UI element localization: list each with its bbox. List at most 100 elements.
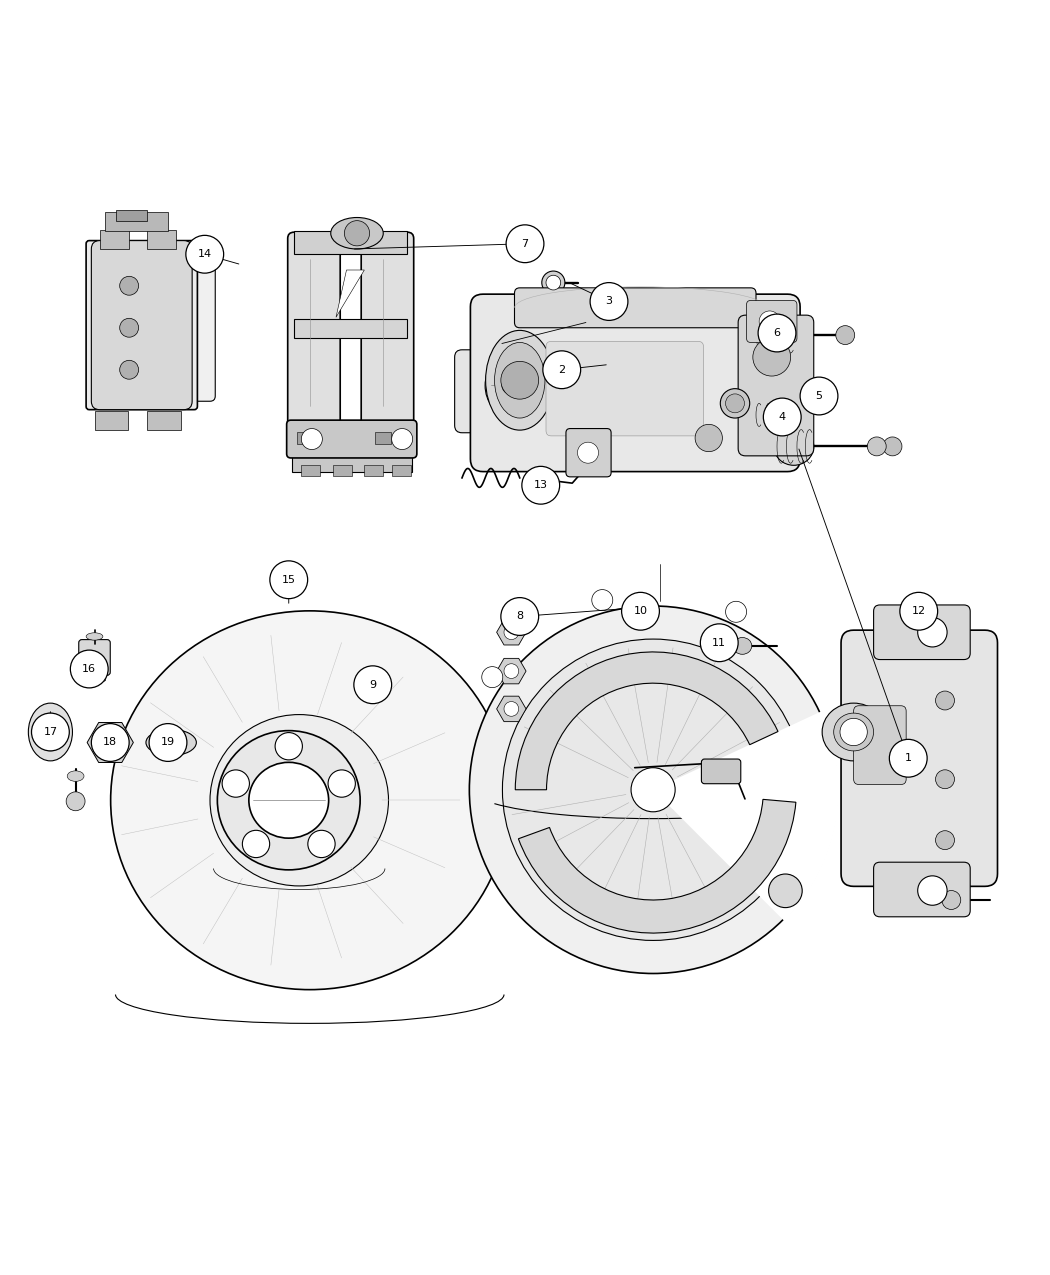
Wedge shape <box>653 711 839 921</box>
Circle shape <box>149 724 187 761</box>
Circle shape <box>836 325 855 344</box>
Circle shape <box>883 437 902 456</box>
Bar <box>364 465 383 476</box>
Ellipse shape <box>733 638 752 654</box>
Circle shape <box>936 770 954 789</box>
Circle shape <box>243 830 270 858</box>
Circle shape <box>889 740 927 778</box>
FancyBboxPatch shape <box>566 428 611 477</box>
Text: 17: 17 <box>43 727 58 737</box>
Ellipse shape <box>210 714 388 886</box>
Ellipse shape <box>720 389 750 418</box>
Bar <box>147 230 176 249</box>
FancyBboxPatch shape <box>701 759 741 784</box>
Circle shape <box>631 768 675 812</box>
Circle shape <box>501 598 539 635</box>
Ellipse shape <box>217 731 360 870</box>
Circle shape <box>469 606 837 974</box>
FancyBboxPatch shape <box>747 301 797 343</box>
FancyBboxPatch shape <box>854 706 906 784</box>
FancyBboxPatch shape <box>292 441 412 472</box>
Circle shape <box>91 724 129 761</box>
Polygon shape <box>336 270 364 317</box>
Ellipse shape <box>867 437 886 456</box>
FancyBboxPatch shape <box>110 249 215 402</box>
Circle shape <box>918 617 947 646</box>
Circle shape <box>270 561 308 599</box>
Circle shape <box>758 314 796 352</box>
Circle shape <box>120 361 139 379</box>
Circle shape <box>308 830 335 858</box>
Circle shape <box>578 442 598 463</box>
Text: 9: 9 <box>370 680 376 690</box>
Circle shape <box>120 319 139 337</box>
Circle shape <box>504 701 519 717</box>
FancyBboxPatch shape <box>546 342 704 436</box>
Circle shape <box>275 733 302 760</box>
Circle shape <box>223 770 250 797</box>
Circle shape <box>99 731 122 754</box>
FancyBboxPatch shape <box>470 295 800 472</box>
Polygon shape <box>497 658 526 683</box>
Text: 4: 4 <box>779 412 785 422</box>
Circle shape <box>504 664 519 678</box>
Text: 10: 10 <box>633 606 648 616</box>
Circle shape <box>590 283 628 320</box>
Ellipse shape <box>942 890 961 909</box>
FancyBboxPatch shape <box>738 315 814 456</box>
FancyBboxPatch shape <box>91 241 192 409</box>
Circle shape <box>763 398 801 436</box>
Bar <box>105 212 168 231</box>
Circle shape <box>32 713 69 751</box>
Ellipse shape <box>485 330 554 430</box>
FancyBboxPatch shape <box>288 232 340 439</box>
Ellipse shape <box>542 272 565 295</box>
Ellipse shape <box>249 762 329 838</box>
Circle shape <box>840 718 867 746</box>
Text: 16: 16 <box>82 664 97 674</box>
Circle shape <box>695 425 722 451</box>
Circle shape <box>502 377 519 394</box>
Circle shape <box>800 377 838 414</box>
Text: 7: 7 <box>522 238 528 249</box>
Circle shape <box>700 623 738 662</box>
Polygon shape <box>497 620 526 645</box>
FancyBboxPatch shape <box>841 630 998 886</box>
Text: 6: 6 <box>774 328 780 338</box>
Circle shape <box>344 221 370 246</box>
Ellipse shape <box>86 632 103 640</box>
FancyBboxPatch shape <box>874 604 970 659</box>
Bar <box>294 319 407 338</box>
Polygon shape <box>84 664 105 686</box>
Circle shape <box>70 650 108 688</box>
FancyBboxPatch shape <box>361 232 414 439</box>
FancyBboxPatch shape <box>86 241 197 409</box>
Circle shape <box>543 351 581 389</box>
Circle shape <box>522 467 560 504</box>
Circle shape <box>301 428 322 450</box>
Bar <box>100 230 129 249</box>
Circle shape <box>501 361 539 399</box>
Circle shape <box>120 277 139 296</box>
Ellipse shape <box>67 771 84 782</box>
Circle shape <box>186 236 224 273</box>
Bar <box>94 411 128 430</box>
Text: 3: 3 <box>606 297 612 306</box>
Text: 11: 11 <box>712 638 727 648</box>
Ellipse shape <box>751 315 793 354</box>
Text: 19: 19 <box>161 737 175 747</box>
Bar <box>333 465 352 476</box>
Circle shape <box>506 224 544 263</box>
Circle shape <box>503 639 804 941</box>
Circle shape <box>328 770 355 797</box>
Bar <box>301 465 320 476</box>
Ellipse shape <box>822 703 885 761</box>
FancyBboxPatch shape <box>514 288 756 328</box>
Text: 14: 14 <box>197 249 212 259</box>
Ellipse shape <box>752 402 781 428</box>
Text: 15: 15 <box>281 575 296 585</box>
Ellipse shape <box>331 218 383 249</box>
Circle shape <box>900 593 938 630</box>
Circle shape <box>769 875 802 908</box>
Circle shape <box>753 338 791 376</box>
